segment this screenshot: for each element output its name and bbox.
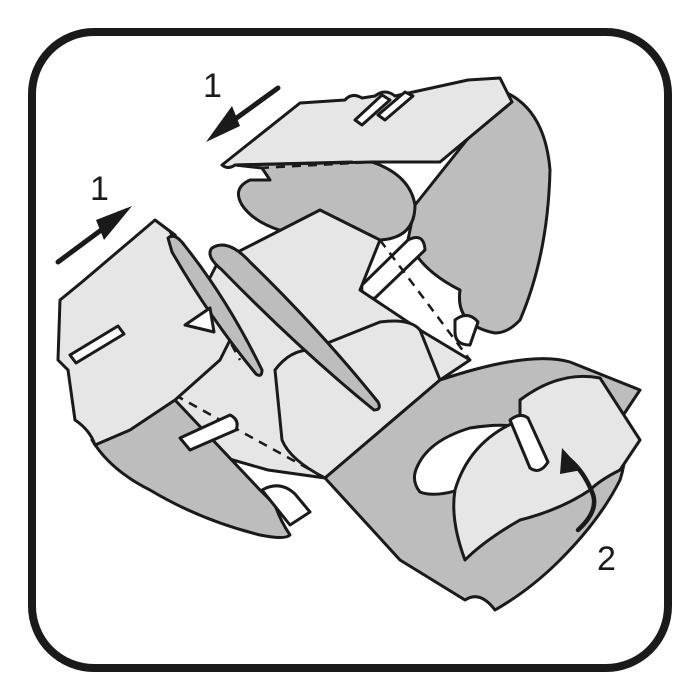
center-strip-dash-2 bbox=[174, 393, 326, 480]
arrow-left-icon bbox=[55, 206, 132, 265]
step-label-left: 1 bbox=[90, 170, 109, 208]
top-piece-flap bbox=[220, 76, 514, 169]
top-flap-slot-right bbox=[376, 90, 415, 122]
step-label-right: 2 bbox=[597, 540, 616, 578]
bottom-piece-flap bbox=[452, 374, 642, 562]
left-flap-slot-upper bbox=[68, 324, 126, 365]
center-strip-notch bbox=[453, 314, 480, 347]
step-label-top: 1 bbox=[203, 67, 222, 105]
arrow-curved-icon bbox=[560, 448, 597, 533]
top-flap-fold-dash bbox=[259, 160, 373, 170]
blade-long bbox=[208, 243, 381, 412]
left-flap-slot-lower bbox=[178, 413, 239, 452]
left-piece-lower-notch bbox=[260, 484, 312, 527]
top-piece-dark-wall bbox=[406, 90, 552, 335]
bottom-flap-slot bbox=[508, 413, 550, 472]
top-flap-slot-left bbox=[353, 93, 392, 127]
blade-wedge bbox=[183, 306, 216, 334]
center-strip-dash-1 bbox=[379, 239, 471, 361]
arrow-top-left-icon bbox=[206, 85, 281, 142]
